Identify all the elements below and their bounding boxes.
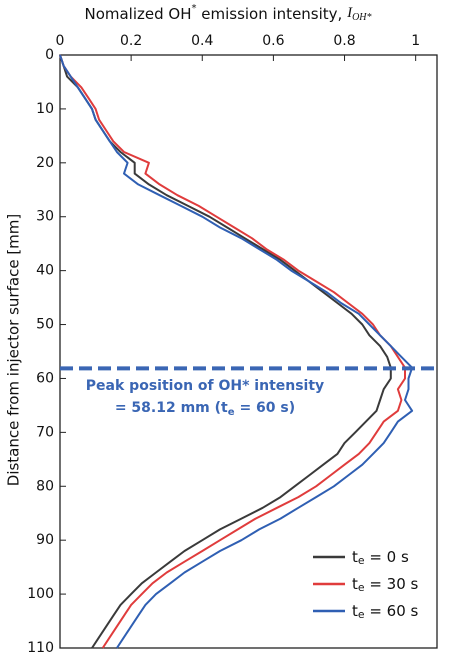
y-tick-label: 80 (36, 478, 54, 494)
x-tick-label: 0.8 (333, 33, 355, 49)
legend-label: te = 30 s (352, 575, 419, 595)
series-line (59, 54, 406, 649)
y-tick-label: 30 (36, 209, 54, 225)
x-tick-label: 0.6 (262, 33, 284, 49)
y-tick-label: 60 (36, 370, 54, 386)
series-line (59, 54, 414, 649)
y-tick-label: 100 (27, 586, 54, 602)
annotation: = 58.12 mm (te = 60 s) (115, 400, 295, 418)
x-tick-label: 0.2 (120, 33, 142, 49)
legend-label: te = 0 s (352, 548, 409, 568)
y-tick-label: 90 (36, 532, 54, 548)
x-tick-label: 0 (56, 33, 65, 49)
x-tick-label: 0.4 (191, 33, 213, 49)
y-tick-label: 70 (36, 424, 54, 440)
y-tick-label: 110 (27, 640, 54, 655)
y-axis-label: Distance from injector surface [mm] (5, 214, 23, 486)
y-tick-label: 40 (36, 263, 54, 279)
annotation: Peak position of OH* intensity (86, 378, 324, 394)
legend-label: te = 60 s (352, 602, 419, 622)
plot-frame (59, 54, 438, 649)
x-axis-label: Nomalized OH* emission intensity, IOH* (84, 3, 371, 23)
series-line (59, 54, 392, 649)
y-tick-label: 20 (36, 155, 54, 171)
y-tick-label: 50 (36, 317, 54, 333)
y-tick-label: 0 (45, 47, 54, 63)
y-tick-label: 10 (36, 101, 54, 117)
x-tick-label: 1 (411, 33, 420, 49)
